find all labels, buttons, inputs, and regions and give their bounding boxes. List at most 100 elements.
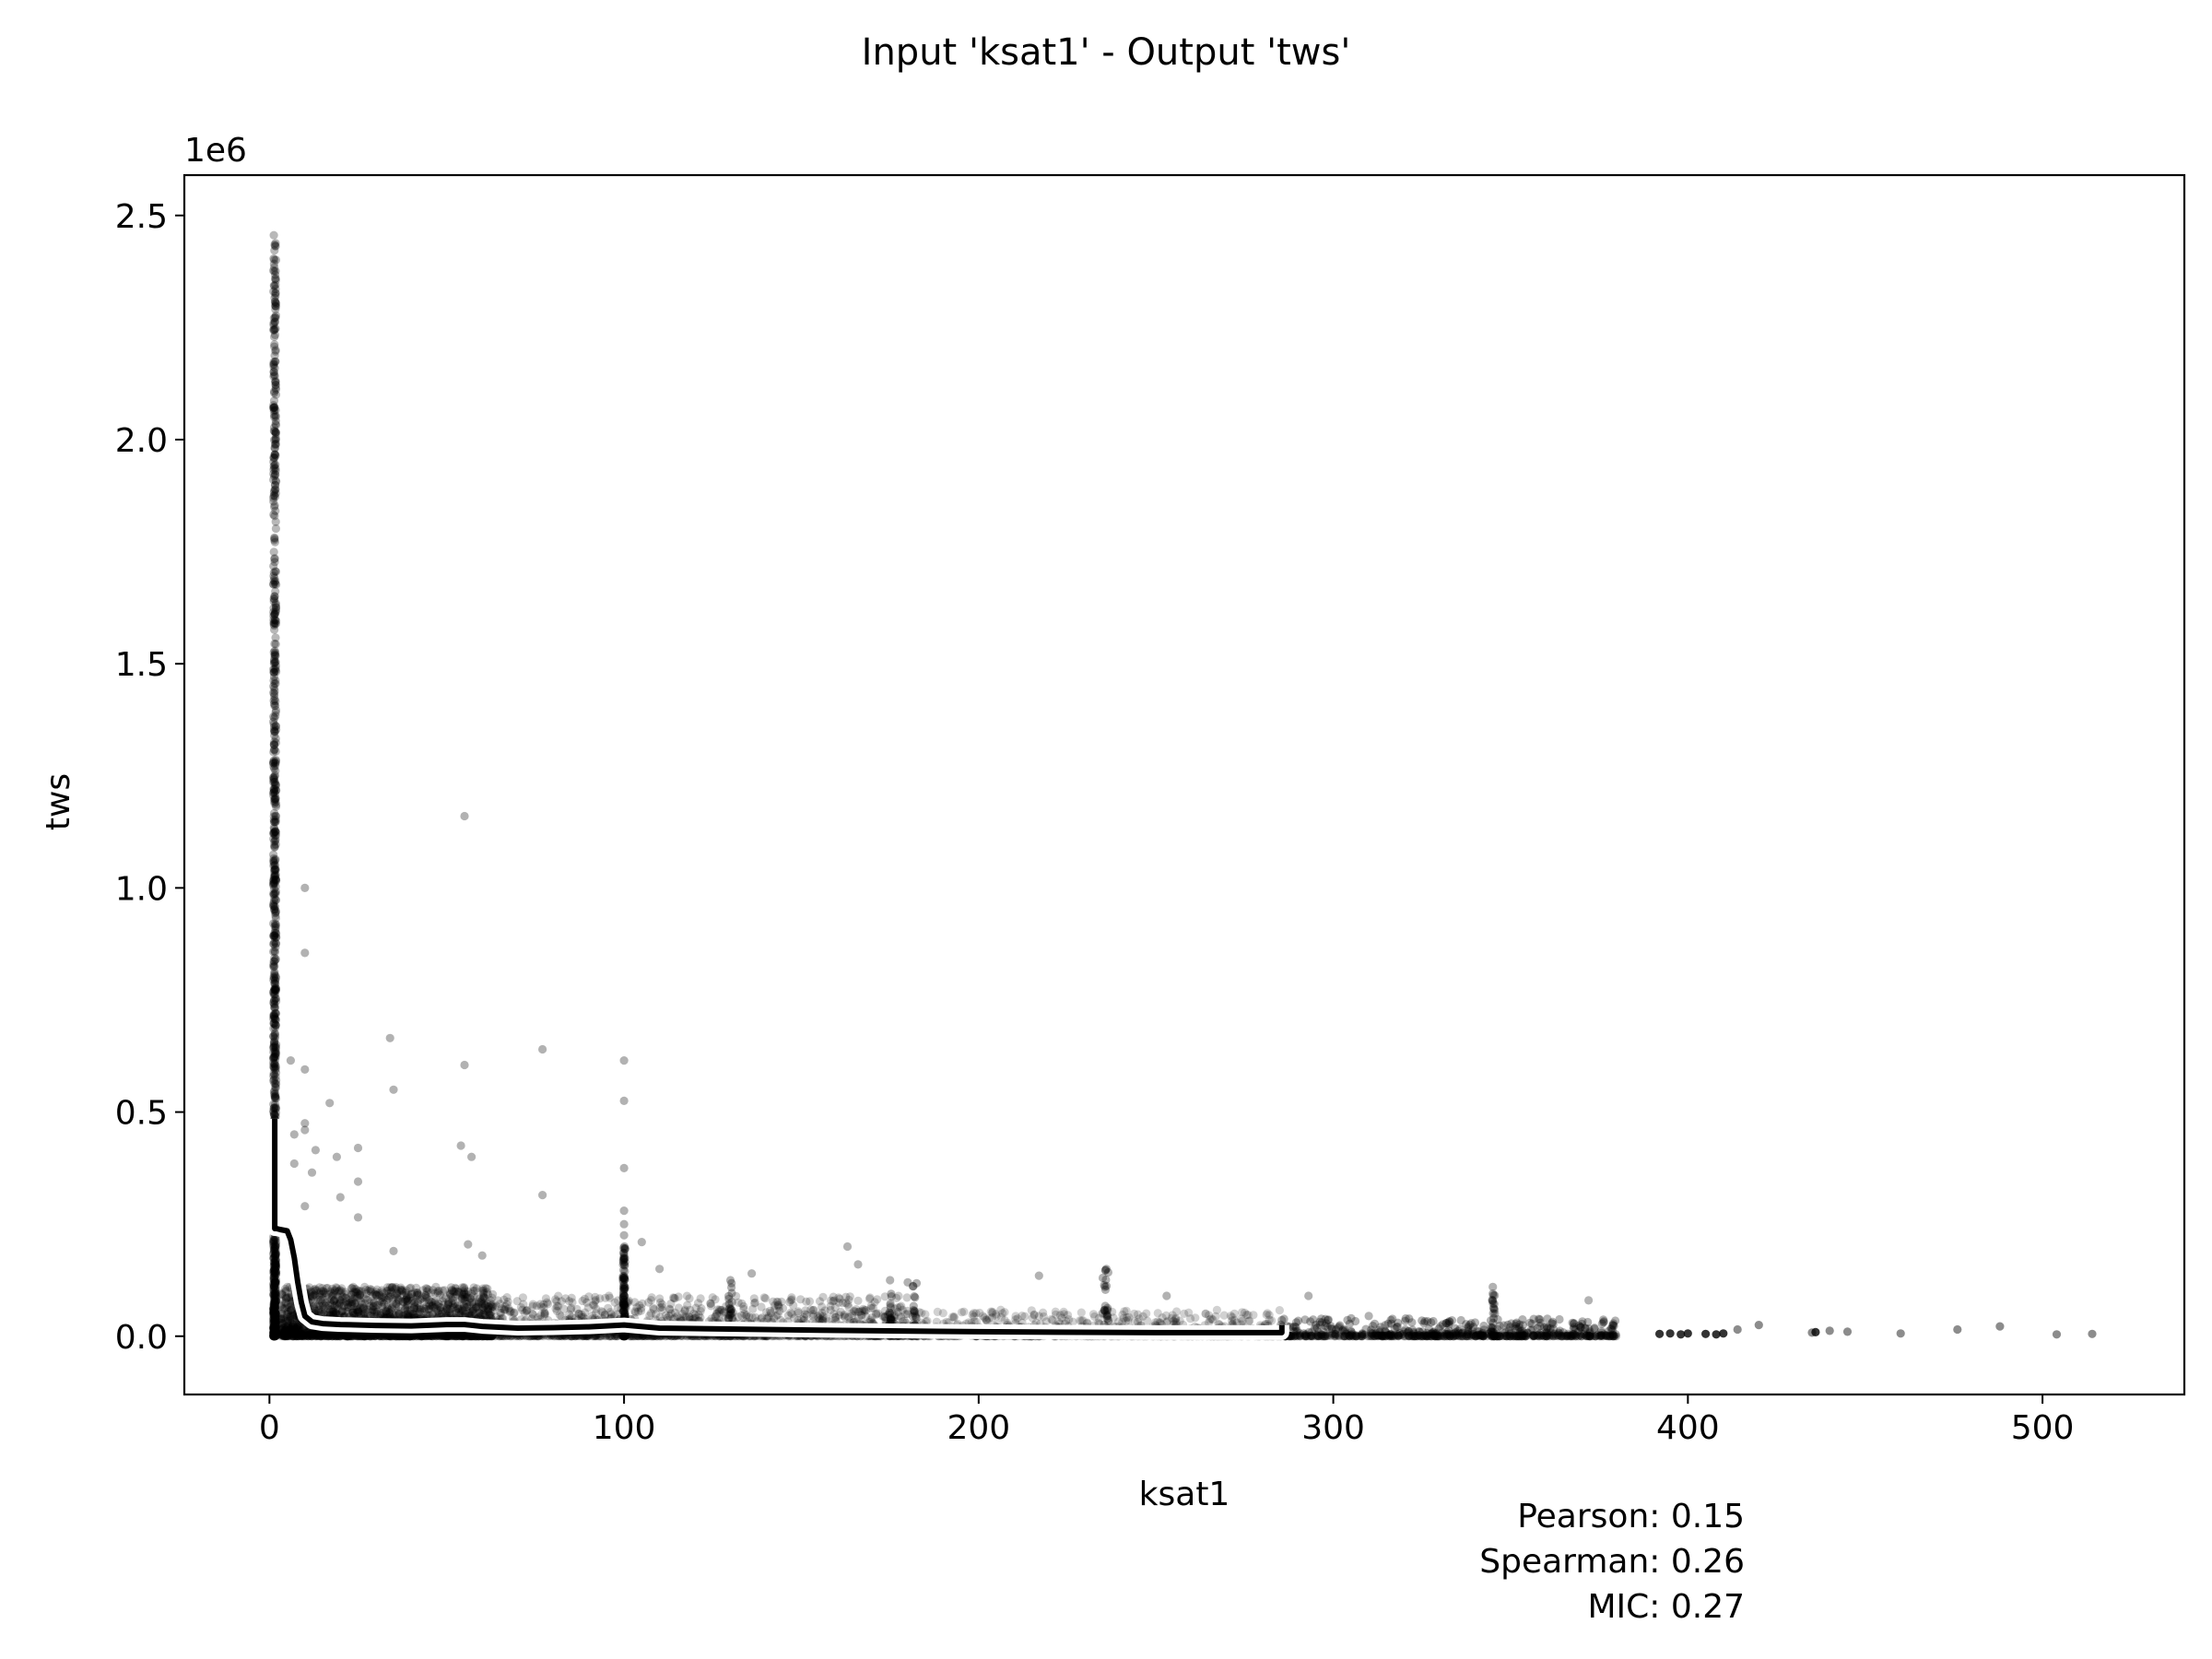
scatter-point <box>270 1322 279 1331</box>
scatter-point <box>269 403 279 412</box>
scatter-point <box>270 480 280 489</box>
scatter-point <box>271 376 280 385</box>
scatter-point <box>271 648 280 657</box>
scatter-point <box>270 472 279 481</box>
scatter-point <box>269 1332 278 1341</box>
scatter-point <box>271 1091 280 1100</box>
scatter-point <box>271 470 280 479</box>
scatter-point <box>470 1286 479 1295</box>
scatter-point <box>358 1300 367 1310</box>
scatter-point <box>269 1321 278 1330</box>
scatter-point <box>541 1294 551 1303</box>
scatter-point <box>270 443 279 453</box>
scatter-point <box>635 1300 644 1310</box>
scatter-point <box>271 1260 280 1269</box>
scatter-point <box>271 1240 280 1249</box>
scatter-point <box>271 406 280 415</box>
scatter-point <box>271 417 280 426</box>
scatter-point <box>270 687 279 696</box>
scatter-point <box>270 842 279 852</box>
scatter-point <box>427 1297 436 1306</box>
scatter-point <box>270 968 279 977</box>
scatter-point <box>271 920 281 929</box>
scatter-point <box>269 1299 278 1308</box>
scatter-point <box>269 576 278 585</box>
scatter-point <box>271 781 281 790</box>
scatter-point <box>270 1319 279 1328</box>
scatter-point <box>271 887 280 897</box>
scatter-point <box>430 1288 440 1298</box>
scatter-point <box>271 973 281 982</box>
scatter-point <box>270 1094 280 1103</box>
scatter-point <box>270 937 279 947</box>
scatter-point <box>831 1312 841 1322</box>
scatter-point <box>269 1011 278 1020</box>
scatter-point <box>674 1292 683 1301</box>
scatter-point <box>271 882 280 891</box>
scatter-point <box>272 1079 281 1088</box>
scatter-point <box>271 517 280 526</box>
scatter-point <box>276 1318 285 1327</box>
scatter-point <box>269 784 278 794</box>
scatter-point <box>269 741 279 750</box>
scatter-point <box>271 835 280 844</box>
scatter-point <box>271 657 280 666</box>
scatter-point <box>271 492 280 501</box>
scatter-point <box>270 1293 279 1302</box>
scatter-point <box>271 712 280 721</box>
scatter-point <box>269 1290 278 1300</box>
scatter-point <box>271 1321 280 1330</box>
scatter-point <box>269 1307 278 1316</box>
scatter-point <box>269 985 279 994</box>
scatter-point <box>269 1294 279 1303</box>
scatter-point <box>270 1326 279 1336</box>
scatter-point <box>271 274 280 283</box>
scatter-point <box>270 979 279 988</box>
scatter-point <box>269 230 278 240</box>
scatter-point <box>270 1323 279 1332</box>
scatter-point <box>269 962 278 971</box>
scatter-point <box>269 287 278 296</box>
scatter-point <box>312 1331 321 1340</box>
scatter-point <box>269 1310 278 1319</box>
scatter-point <box>269 1253 278 1263</box>
scatter-point <box>271 928 280 937</box>
scatter-point <box>269 889 278 899</box>
scatter-point <box>271 480 280 490</box>
scatter-point <box>271 1092 280 1101</box>
scatter-point <box>270 1332 279 1341</box>
scatter-point <box>271 755 280 765</box>
scatter-point <box>270 842 279 852</box>
scatter-point <box>270 996 279 1006</box>
scatter-point <box>269 682 278 691</box>
scatter-point <box>271 1328 280 1337</box>
scatter-point <box>271 1062 280 1071</box>
scatter-point <box>271 485 280 494</box>
scatter-point <box>269 829 278 839</box>
scatter-point <box>269 1041 278 1050</box>
scatter-point <box>270 975 280 984</box>
scatter-point <box>269 1325 278 1335</box>
scatter-point <box>271 411 280 420</box>
scatter-point <box>271 1277 280 1287</box>
scatter-point <box>269 1024 278 1033</box>
scatter-point <box>272 667 281 677</box>
scatter-point <box>270 646 279 655</box>
scatter-point <box>270 1331 279 1340</box>
scatter-point <box>271 994 280 1004</box>
scatter-point <box>270 1278 279 1288</box>
scatter-point <box>270 1277 279 1287</box>
chart-title: Input 'ksat1' - Output 'tws' <box>862 31 1351 74</box>
scatter-point <box>271 1328 280 1338</box>
scatter-point <box>270 1015 280 1024</box>
scatter-point <box>269 858 278 867</box>
scatter-point <box>271 524 280 534</box>
scatter-point <box>271 979 280 988</box>
scatter-point <box>271 1015 280 1024</box>
scatter-point <box>269 1238 278 1247</box>
scatter-point <box>272 1324 281 1334</box>
scatter-point <box>270 274 280 284</box>
scatter-point <box>270 412 279 422</box>
scatter-point <box>271 1324 280 1333</box>
scatter-point <box>271 1041 280 1051</box>
